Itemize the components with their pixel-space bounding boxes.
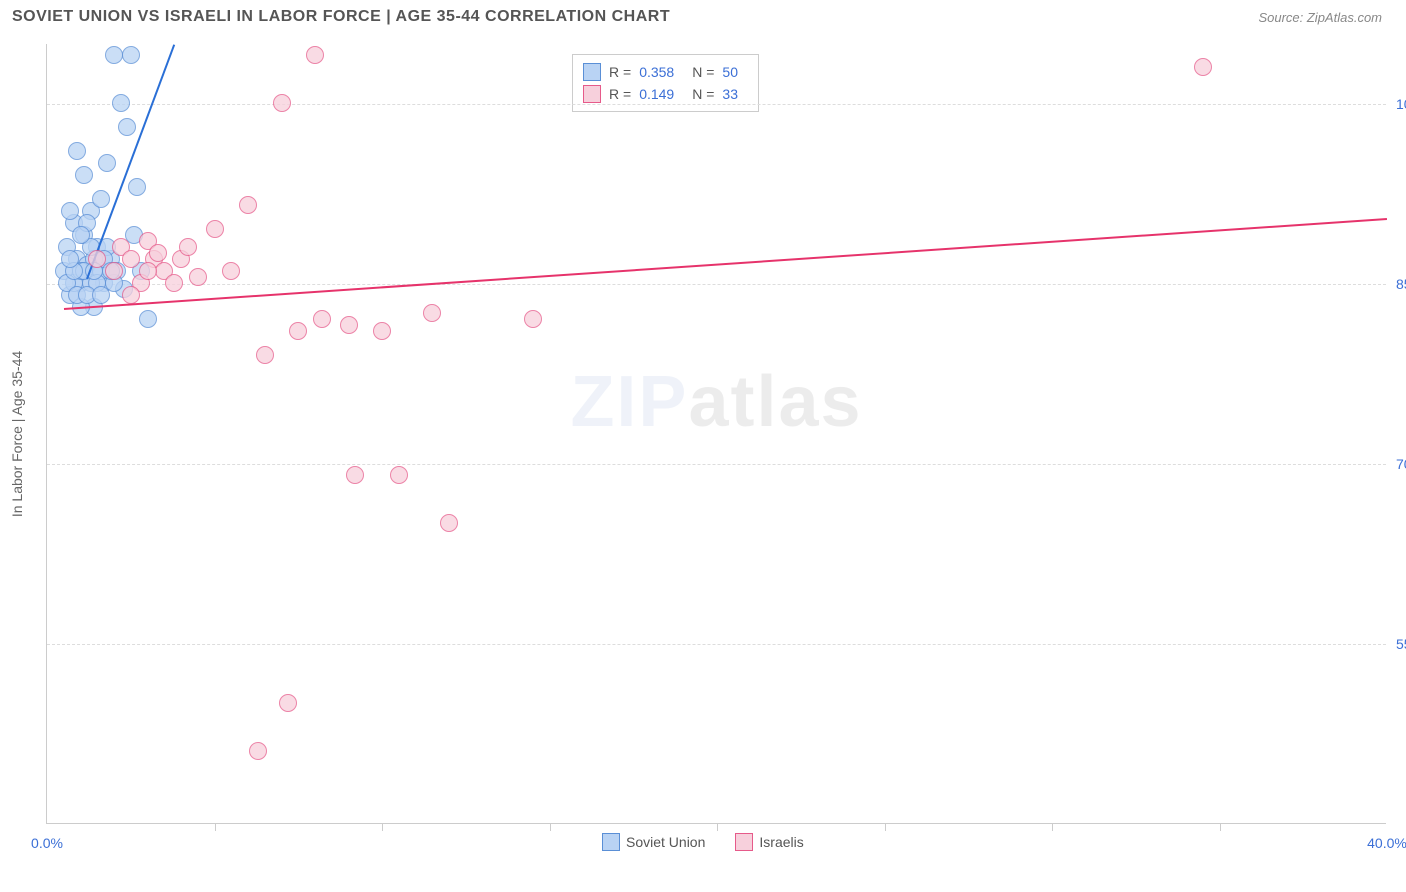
scatter-point [256, 346, 274, 364]
legend-stat-row: R = 0.149N = 33 [583, 83, 748, 105]
gridline [47, 284, 1386, 285]
y-axis-title: In Labor Force | Age 35-44 [9, 350, 25, 516]
legend-swatch [583, 85, 601, 103]
scatter-point [1194, 58, 1212, 76]
scatter-point [128, 178, 146, 196]
x-tick-label: 40.0% [1367, 835, 1406, 851]
scatter-point [72, 226, 90, 244]
scatter-point [88, 250, 106, 268]
scatter-point [68, 142, 86, 160]
y-tick-label: 70.0% [1396, 456, 1406, 472]
scatter-point [139, 310, 157, 328]
scatter-point [249, 742, 267, 760]
legend-series: Soviet Union Israelis [602, 833, 804, 851]
scatter-point [289, 322, 307, 340]
scatter-point [273, 94, 291, 112]
scatter-point [61, 202, 79, 220]
legend-swatch [583, 63, 601, 81]
gridline [47, 464, 1386, 465]
scatter-point [239, 196, 257, 214]
scatter-point [92, 190, 110, 208]
scatter-point [346, 466, 364, 484]
scatter-point [373, 322, 391, 340]
scatter-point [440, 514, 458, 532]
legend-swatch [602, 833, 620, 851]
scatter-point [165, 274, 183, 292]
scatter-point [279, 694, 297, 712]
scatter-point [92, 286, 110, 304]
gridline [47, 104, 1386, 105]
x-tick [215, 823, 216, 831]
scatter-point [149, 244, 167, 262]
scatter-point [112, 94, 130, 112]
scatter-point [122, 250, 140, 268]
x-tick [717, 823, 718, 831]
gridline [47, 644, 1386, 645]
scatter-point [222, 262, 240, 280]
y-tick-label: 85.0% [1396, 276, 1406, 292]
x-tick [885, 823, 886, 831]
scatter-point [189, 268, 207, 286]
x-tick [382, 823, 383, 831]
scatter-point [75, 166, 93, 184]
scatter-point [313, 310, 331, 328]
chart-plot-area: In Labor Force | Age 35-44 ZIPatlas R = … [46, 44, 1386, 824]
x-tick [1052, 823, 1053, 831]
scatter-point [423, 304, 441, 322]
x-tick [1220, 823, 1221, 831]
chart-title: SOVIET UNION VS ISRAELI IN LABOR FORCE |… [12, 8, 670, 26]
scatter-point [390, 466, 408, 484]
y-tick-label: 100.0% [1396, 96, 1406, 112]
chart-header: SOVIET UNION VS ISRAELI IN LABOR FORCE |… [0, 0, 1406, 34]
scatter-point [105, 262, 123, 280]
chart-source: Source: ZipAtlas.com [1258, 10, 1382, 25]
x-tick-label: 0.0% [31, 835, 63, 851]
scatter-point [306, 46, 324, 64]
scatter-point [61, 250, 79, 268]
y-tick-label: 55.0% [1396, 636, 1406, 652]
legend-item: Israelis [735, 833, 803, 851]
x-tick [550, 823, 551, 831]
legend-swatch [735, 833, 753, 851]
scatter-point [105, 46, 123, 64]
scatter-point [340, 316, 358, 334]
legend-item: Soviet Union [602, 833, 705, 851]
watermark: ZIPatlas [570, 361, 862, 443]
scatter-point [206, 220, 224, 238]
scatter-point [139, 262, 157, 280]
scatter-point [179, 238, 197, 256]
trend-line [64, 218, 1387, 310]
scatter-point [98, 154, 116, 172]
legend-stat-row: R = 0.358N = 50 [583, 61, 748, 83]
scatter-point [122, 286, 140, 304]
scatter-point [122, 46, 140, 64]
scatter-point [524, 310, 542, 328]
scatter-point [118, 118, 136, 136]
